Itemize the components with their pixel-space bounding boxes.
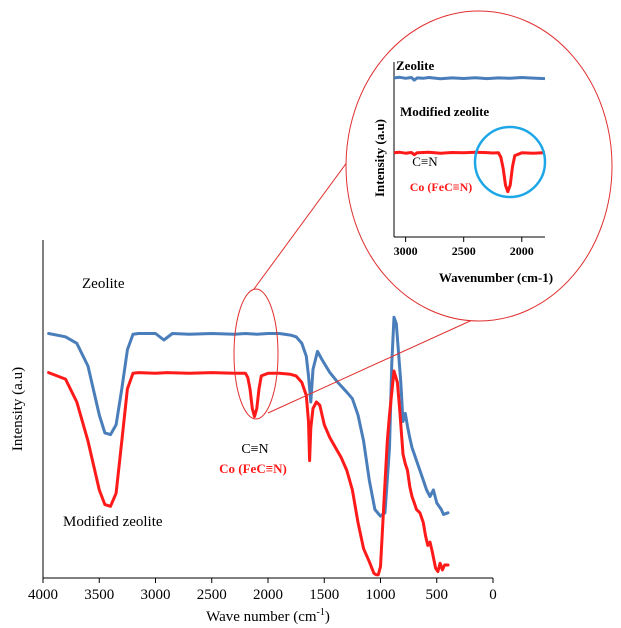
zoom-connector-bottom [267, 305, 504, 414]
series-label-modified-zeolite: Modified zeolite [63, 514, 163, 530]
x-tick-label: 1000 [366, 587, 396, 603]
inset-annotation-cn: C≡N [412, 154, 438, 169]
inset-series-line-modified-zeolite [393, 150, 546, 194]
inset-x-tick-label: 2000 [510, 244, 534, 258]
inset-series-label-zeolite: Zeolite [396, 58, 434, 73]
x-tick-label: 2500 [197, 587, 227, 603]
inset-series-label-modified-zeolite: Modified zeolite [400, 104, 489, 119]
annotation-co-fecn: Co (FeC≡N) [219, 461, 287, 476]
inset-x-tick-label: 3000 [394, 244, 418, 258]
x-axis-label-superscript: -1 [317, 607, 325, 618]
x-axis-label-main: Wave number (cm [206, 609, 317, 625]
x-axis-ticks: 4000 3500 3000 2500 2000 1500 1000 500 0 [28, 578, 497, 603]
y-axis-label: Intensity (a.u) [10, 367, 26, 451]
inset-y-axis-label: Intensity (a.u) [372, 119, 387, 197]
series-line-zeolite [47, 315, 450, 518]
inset-x-axis-ticks: 3000 2500 2000 [394, 237, 534, 258]
inset-x-tick-label: 2500 [452, 244, 476, 258]
highlight-circle [473, 125, 547, 199]
x-tick-label: 2000 [253, 587, 283, 603]
x-tick-label: 3000 [141, 587, 171, 603]
x-tick-label: 1500 [309, 587, 339, 603]
x-tick-label: 4000 [28, 587, 58, 603]
x-axis-label-close: ) [325, 609, 330, 625]
inset-x-axis-label: Wavenumber (cm-1) [439, 270, 553, 285]
x-axis-label: Wave number (cm-1) [206, 607, 330, 625]
annotation-cn: C≡N [241, 442, 268, 457]
inset-plot: 3000 2500 2000 Intensity (a.u) Wavenumber … [372, 58, 553, 285]
series-label-zeolite: Zeolite [82, 276, 125, 292]
zoom-source-ellipse [233, 288, 279, 420]
x-tick-label: 3500 [84, 587, 114, 603]
series-line-modified-zeolite [47, 369, 450, 577]
x-tick-label: 500 [426, 587, 449, 603]
x-tick-label: 0 [489, 587, 497, 603]
inset-series-line-zeolite [393, 75, 546, 82]
inset-annotation-co-fecn: Co (FeC≡N) [410, 180, 472, 194]
main-plot: 4000 3500 3000 2500 2000 1500 1000 500 0 Intensi… [10, 240, 497, 625]
zoom-circle [345, 10, 613, 322]
